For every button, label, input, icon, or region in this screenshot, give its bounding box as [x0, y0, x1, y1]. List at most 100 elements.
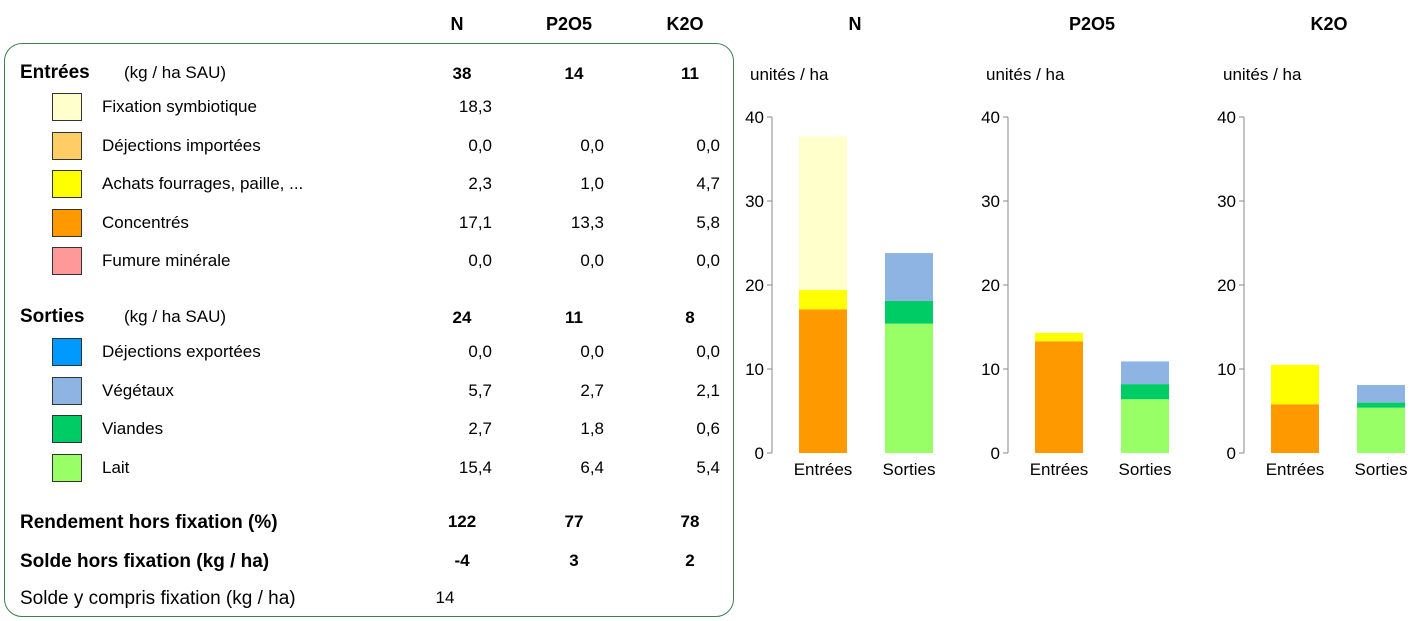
entrees-total-n: 38 [452, 64, 472, 83]
entrees-item-label: Concentrés [102, 212, 189, 232]
entrees-header-row: Entrées (kg / ha SAU) 38 14 11 [0, 58, 740, 92]
entrees-item-n: 0,0 [468, 251, 492, 270]
y-tick-label: 40 [1217, 108, 1236, 127]
legend-swatch [52, 376, 82, 405]
solde-fixation-row: Solde y compris fixation (kg / ha) 14 [0, 582, 740, 616]
x-tick-label: Sorties [883, 460, 936, 479]
chart-title-p2o5: P2O5 [1068, 14, 1116, 34]
bar-segment [1121, 399, 1169, 453]
solde-n: -4 [454, 551, 470, 570]
bar-segment [1357, 402, 1405, 408]
entrees-item-p2o5: 13,3 [570, 212, 604, 232]
sorties-total-p2o5: 11 [565, 308, 583, 327]
sorties-item-n: 0,0 [468, 342, 492, 361]
bar-segment [885, 253, 933, 301]
y-tick-label: 20 [981, 276, 1000, 295]
x-tick-label: Sorties [1119, 460, 1172, 479]
sorties-item-label: Végétaux [102, 380, 174, 400]
sorties-item-label: Lait [102, 457, 130, 477]
sorties-item-p2o5: 1,8 [580, 419, 604, 438]
chart-n-ylabel: unités / ha [750, 65, 829, 84]
bar-segment [1035, 332, 1083, 342]
bar-segment [799, 136, 847, 291]
sorties-item-k2o: 2,1 [696, 380, 720, 400]
chart-p2o5: 0 10 20 30 40 Entrées Sorties [981, 108, 1172, 479]
bar-segment [885, 300, 933, 324]
rendement-label: Rendement hors fixation (%) [20, 512, 278, 533]
bar-segment [1271, 404, 1319, 453]
y-tick-label: 30 [1217, 192, 1236, 211]
bar-segment [1357, 384, 1405, 403]
solde-fixation-n: 14 [435, 588, 455, 607]
chart-p2o5-ylabel: unités / ha [986, 65, 1065, 84]
chart-k2o: 0 10 20 30 40 Entrées Sorties [1217, 108, 1408, 479]
sorties-item-label: Viandes [102, 419, 164, 438]
entrees-item-n: 18,3 [458, 97, 492, 116]
y-tick-label: 0 [991, 444, 1000, 463]
sorties-item-row: Déjections exportées 0,0 0,0 0,0 [0, 336, 740, 370]
legend-swatch [52, 131, 82, 160]
entrees-item-n: 0,0 [468, 135, 492, 155]
sorties-item-n: 5,7 [468, 380, 492, 400]
entrees-unit: (kg / ha SAU) [124, 63, 227, 82]
entrees-item-k2o: 5,8 [696, 212, 720, 232]
rendement-n: 122 [447, 512, 477, 531]
y-tick-label: 30 [745, 192, 764, 211]
sorties-item-row: Viandes 2,7 1,8 0,6 [0, 413, 740, 447]
y-tick-label: 40 [745, 108, 764, 127]
entrees-item-k2o: 4,7 [696, 174, 720, 193]
y-tick-label: 20 [1217, 276, 1236, 295]
entrees-item-label: Déjections importées [102, 135, 261, 155]
bar-segment [799, 309, 847, 453]
balance-table-panel [4, 43, 734, 617]
solde-fixation-label: Solde y compris fixation (kg / ha) [20, 588, 296, 609]
solde-row: Solde hors fixation (kg / ha) -4 3 2 [0, 545, 740, 579]
y-tick-label: 10 [981, 360, 1000, 379]
y-tick-label: 40 [981, 108, 1000, 127]
column-header-k2o: K2O [666, 14, 704, 34]
sorties-item-p2o5: 6,4 [580, 457, 604, 477]
column-header-p2o5: P2O5 [545, 14, 593, 34]
solde-k2o: 2 [685, 551, 695, 570]
entrees-item-n: 2,3 [468, 174, 492, 193]
solde-label: Solde hors fixation (kg / ha) [20, 551, 270, 572]
entrees-item-row: Fixation symbiotique 18,3 [0, 91, 740, 125]
entrees-item-k2o: 0,0 [696, 251, 720, 270]
solde-p2o5: 3 [569, 551, 579, 570]
legend-swatch [52, 338, 82, 366]
sorties-item-label: Déjections exportées [102, 342, 261, 361]
entrees-item-p2o5: 0,0 [580, 251, 604, 270]
x-tick-label: Sorties [1355, 460, 1408, 479]
legend-swatch [52, 415, 82, 443]
x-tick-label: Entrées [794, 460, 853, 479]
sorties-item-k2o: 5,4 [696, 457, 720, 477]
y-tick-label: 30 [981, 192, 1000, 211]
sorties-item-p2o5: 0,0 [580, 342, 604, 361]
sorties-title: Sorties [20, 306, 85, 327]
bar-segment [1121, 384, 1169, 400]
rendement-k2o: 78 [680, 512, 700, 531]
entrees-total-k2o: 11 [681, 64, 699, 83]
column-header-n: N [450, 14, 464, 34]
y-tick-label: 0 [1227, 444, 1236, 463]
legend-swatch [52, 247, 82, 275]
x-tick-label: Entrées [1266, 460, 1325, 479]
sorties-unit: (kg / ha SAU) [124, 307, 227, 326]
chart-k2o-ylabel: unités / ha [1223, 65, 1302, 84]
legend-swatch [52, 93, 82, 121]
sorties-header-row: Sorties (kg / ha SAU) 24 11 8 [0, 302, 740, 336]
sorties-total-k2o: 8 [685, 308, 695, 327]
sorties-item-k2o: 0,6 [696, 419, 720, 438]
sorties-item-row: Lait 15,4 6,4 5,4 [0, 452, 740, 486]
rendement-row: Rendement hors fixation (%) 122 77 78 [0, 506, 740, 540]
entrees-total-p2o5: 14 [564, 64, 584, 83]
chart-title-k2o: K2O [1310, 14, 1348, 34]
entrees-item-row: Concentrés 17,1 13,3 5,8 [0, 207, 740, 241]
entrees-item-p2o5: 1,0 [580, 174, 604, 193]
bar-segment [1357, 407, 1405, 453]
y-tick-label: 10 [1217, 360, 1236, 379]
y-tick-label: 0 [755, 444, 764, 463]
legend-swatch [52, 208, 82, 237]
y-tick-label: 20 [745, 276, 764, 295]
entrees-item-row: Achats fourrages, paille, ... 2,3 1,0 4,7 [0, 168, 740, 202]
